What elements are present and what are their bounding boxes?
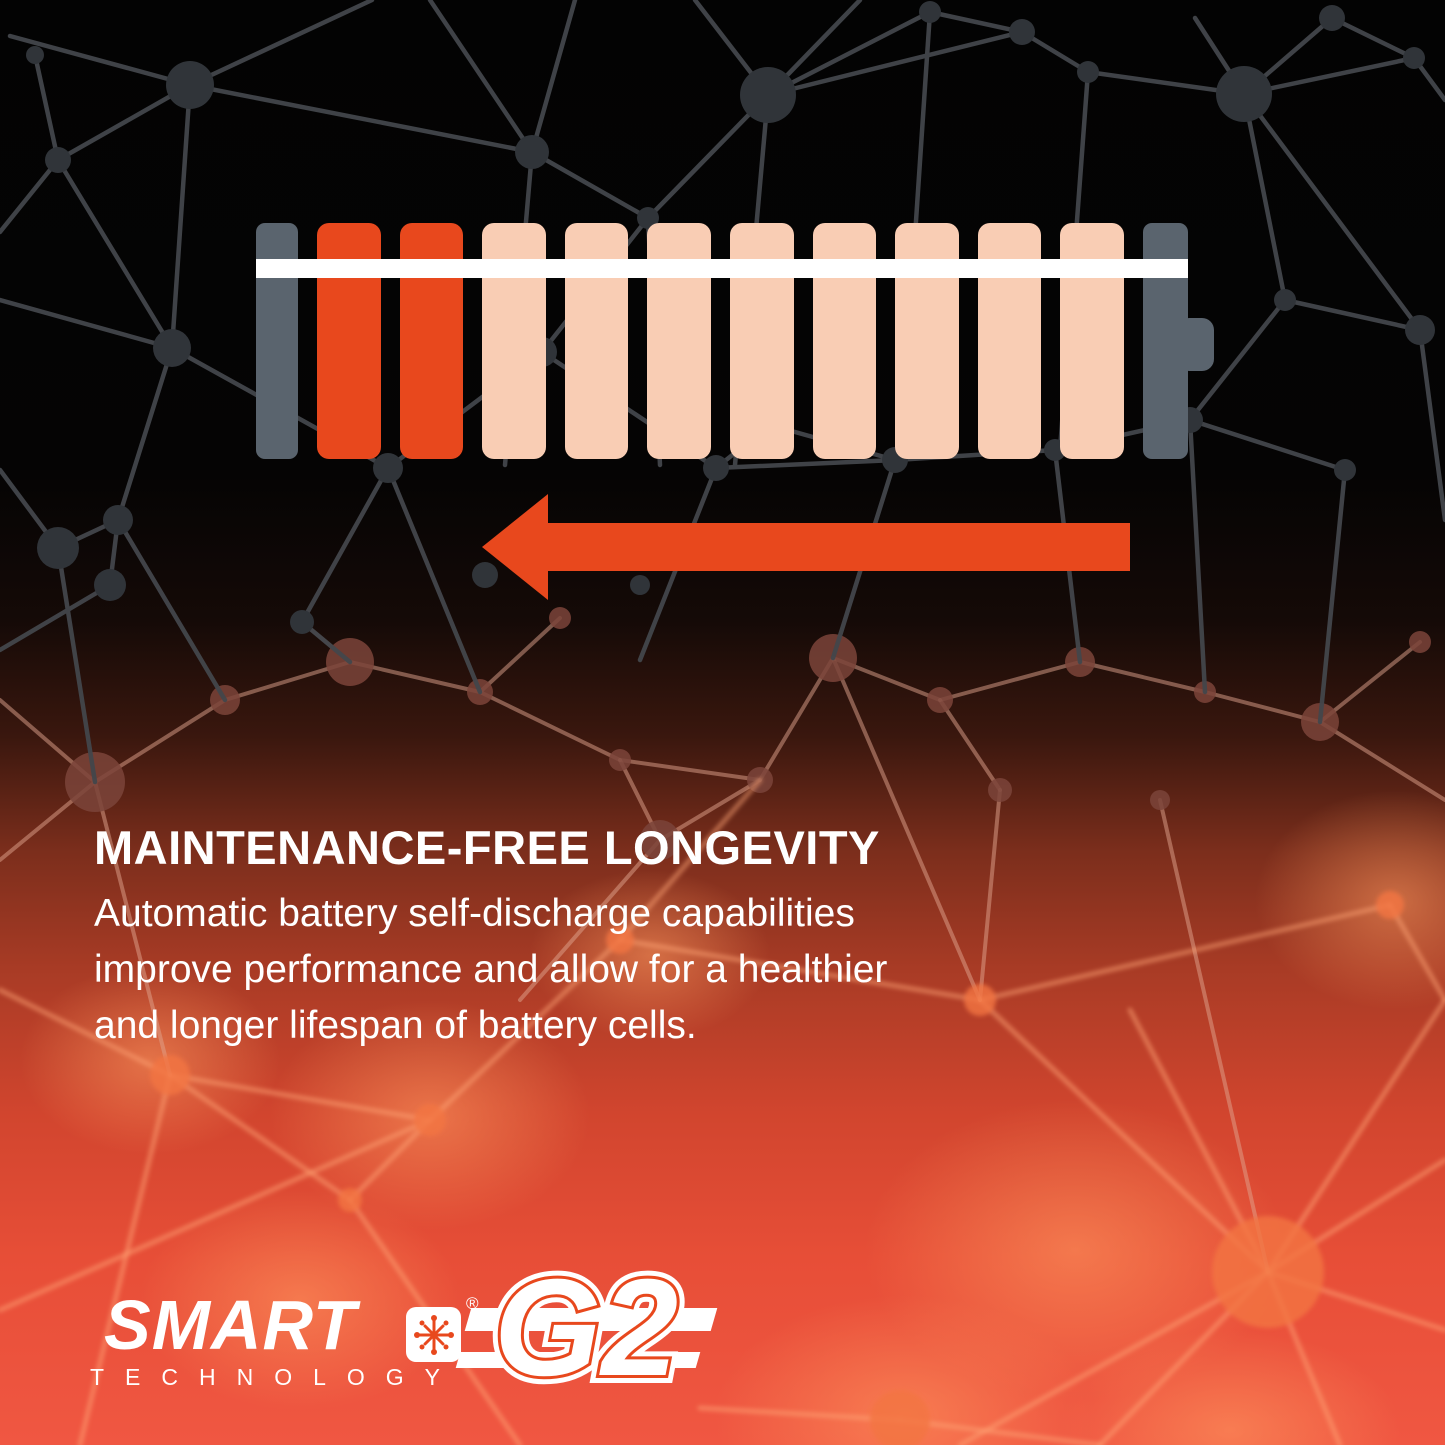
body-line: Automatic battery self-discharge capabil… — [94, 892, 855, 935]
body-line: improve performance and allow for a heal… — [94, 948, 888, 991]
technology-tagline: TECHNOLOGY — [90, 1364, 462, 1390]
battery-terminal — [1185, 318, 1214, 371]
smart-circuit-icon — [406, 1307, 461, 1362]
body-text: Automatic battery self-discharge capabil… — [94, 886, 887, 1054]
mesh-bottom-lines — [0, 777, 1445, 1445]
g2-text: G2 — [494, 1251, 679, 1405]
arrow-shaft — [544, 523, 1130, 571]
circuit-snowflake-icon — [413, 1314, 454, 1355]
body-line: and longer lifespan of battery cells. — [94, 1004, 697, 1047]
left-arrow-head-icon — [482, 494, 548, 600]
discharge-arrow — [482, 494, 1130, 600]
g2-text: G2 — [486, 1251, 686, 1405]
mesh-bottom-nodes — [150, 891, 1404, 1445]
battery-indicator — [256, 223, 1214, 459]
g2-mark: G2 G2 G2 — [455, 1251, 724, 1405]
mesh-top-nodes — [26, 1, 1435, 634]
smart-g2-logo: SMART ® — [88, 1251, 748, 1418]
battery-charge-line — [256, 259, 1188, 278]
smart-wordmark: SMART — [104, 1286, 357, 1364]
g2-text: G2 — [491, 1251, 681, 1405]
headline: MAINTENANCE-FREE LONGEVITY — [94, 821, 880, 874]
